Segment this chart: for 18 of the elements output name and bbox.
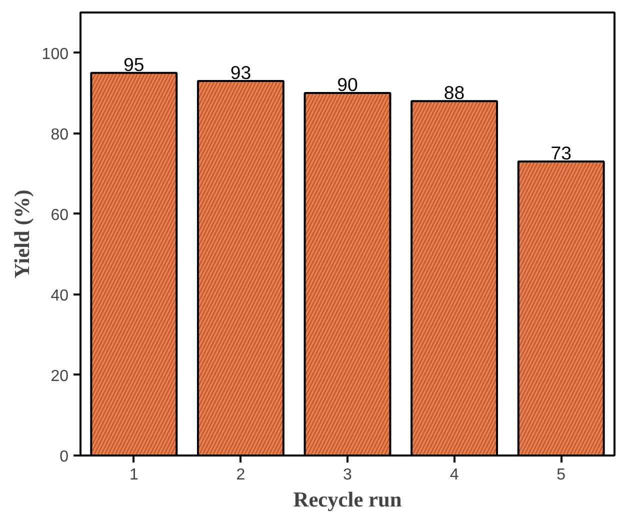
x-axis-title: Recycle run [293,488,402,512]
y-tick-label: 60 [50,206,69,224]
y-axis-title: Yield (%) [10,190,34,278]
y-tick-label: 80 [50,126,69,144]
data-label: 73 [550,142,572,164]
x-tick-label: 5 [556,466,566,484]
data-label: 95 [124,54,144,75]
x-tick-label: 1 [129,466,138,484]
y-tick-label: 100 [42,46,69,63]
y-tick-label: 20 [50,368,69,385]
x-tick-label: 3 [343,466,352,484]
data-label: 93 [230,62,252,83]
x-tick-label: 2 [236,466,246,484]
data-label: 90 [337,74,358,96]
x-tick-label: 4 [450,466,459,484]
data-label: 88 [444,82,465,104]
y-tick-label: 0 [60,448,69,466]
y-tick-label: 40 [50,287,69,304]
